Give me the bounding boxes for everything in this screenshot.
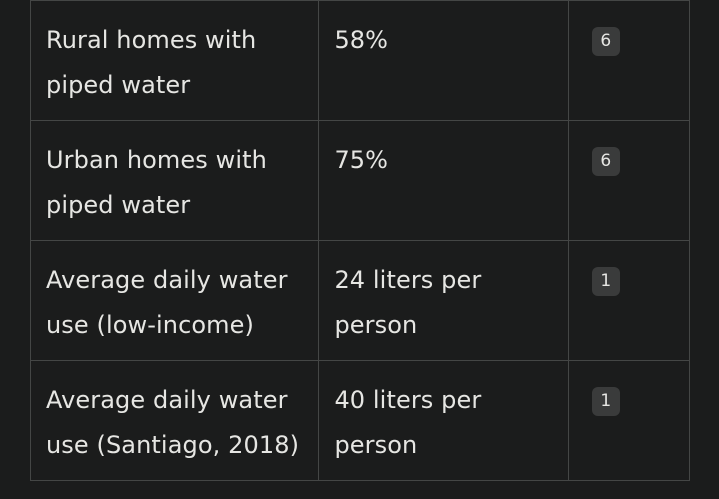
table-cell-citation: 6 [567, 120, 691, 241]
table-cell-citation: 1 [567, 240, 691, 361]
table-row: Rural homes with piped water 58% 6 [29, 0, 691, 121]
table-cell-label: Urban homes with piped water [29, 120, 320, 241]
table-cell-label: Average daily water use (Santiago, 2018) [29, 360, 320, 481]
citation-badge[interactable]: 1 [591, 387, 620, 416]
table-cell-label: Rural homes with piped water [29, 0, 320, 121]
citation-badge[interactable]: 1 [591, 267, 620, 296]
table-cell-citation: 1 [567, 360, 691, 481]
citation-badge[interactable]: 6 [591, 147, 620, 176]
table-cell-value: 75% [318, 120, 569, 241]
table-row: Average daily water use (low-income) 24 … [29, 240, 691, 361]
table-cell-label: Average daily water use (low-income) [29, 240, 320, 361]
table-row: Urban homes with piped water 75% 6 [29, 120, 691, 241]
table-cell-value: 24 liters per person [318, 240, 569, 361]
table-cell-value: 40 liters per person [318, 360, 569, 481]
table-cell-citation: 6 [567, 0, 691, 121]
citation-badge[interactable]: 6 [591, 27, 620, 56]
data-table: Rural homes with piped water 58% 6 Urban… [29, 0, 691, 481]
table-row: Average daily water use (Santiago, 2018)… [29, 360, 691, 481]
table-cell-value: 58% [318, 0, 569, 121]
